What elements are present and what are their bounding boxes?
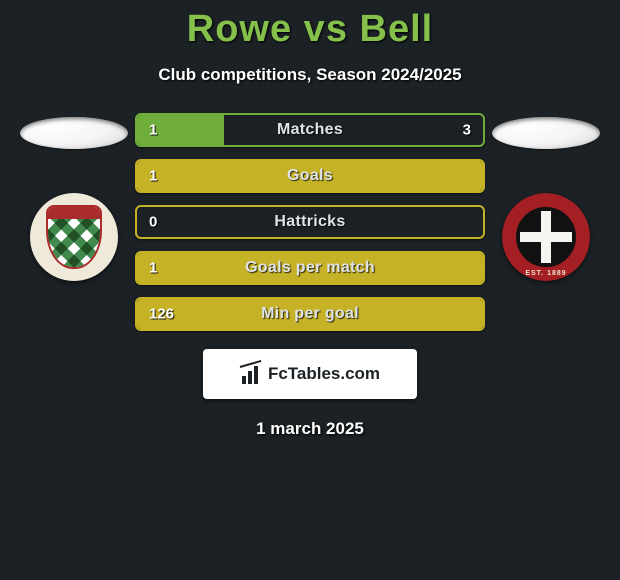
brand-chart-icon	[240, 364, 262, 384]
stat-value-left: 0	[149, 214, 157, 231]
stat-bar: 1 Matches 3	[135, 113, 485, 147]
stat-bar: 1 Goals per match	[135, 251, 485, 285]
stat-value-right: 3	[463, 122, 471, 139]
brand-banner: FcTables.com	[203, 349, 417, 399]
stat-label: Goals	[287, 167, 333, 185]
stat-value-left: 1	[149, 260, 157, 277]
page-title: Rowe vs Bell	[0, 0, 620, 51]
stat-bar: 1 Goals	[135, 159, 485, 193]
stat-label: Goals per match	[245, 259, 375, 277]
stat-value-left: 1	[149, 168, 157, 185]
stat-label: Min per goal	[261, 305, 359, 323]
left-player-col	[19, 113, 129, 281]
badge-ring-text: EST. 1889	[502, 193, 590, 281]
page-subtitle: Club competitions, Season 2024/2025	[0, 65, 620, 85]
stat-bar: 0 Hattricks	[135, 205, 485, 239]
player-photo-right	[492, 117, 600, 149]
stat-value-left: 1	[149, 122, 157, 139]
stat-value-left: 126	[149, 306, 174, 323]
right-player-col: EST. 1889	[491, 113, 601, 281]
club-badge-right: EST. 1889	[502, 193, 590, 281]
club-badge-left	[30, 193, 118, 281]
stats-column: 1 Matches 3 1 Goals 0 Hattricks 1 Goals per matc…	[135, 113, 485, 331]
player-photo-left	[20, 117, 128, 149]
club-shield-icon	[46, 205, 102, 269]
stat-label: Hattricks	[274, 213, 345, 231]
footer-date: 1 march 2025	[0, 419, 620, 439]
stat-label: Matches	[277, 121, 343, 139]
stat-bar: 126 Min per goal	[135, 297, 485, 331]
comparison-row: 1 Matches 3 1 Goals 0 Hattricks 1 Goals per matc…	[0, 113, 620, 331]
brand-text: FcTables.com	[268, 364, 380, 384]
